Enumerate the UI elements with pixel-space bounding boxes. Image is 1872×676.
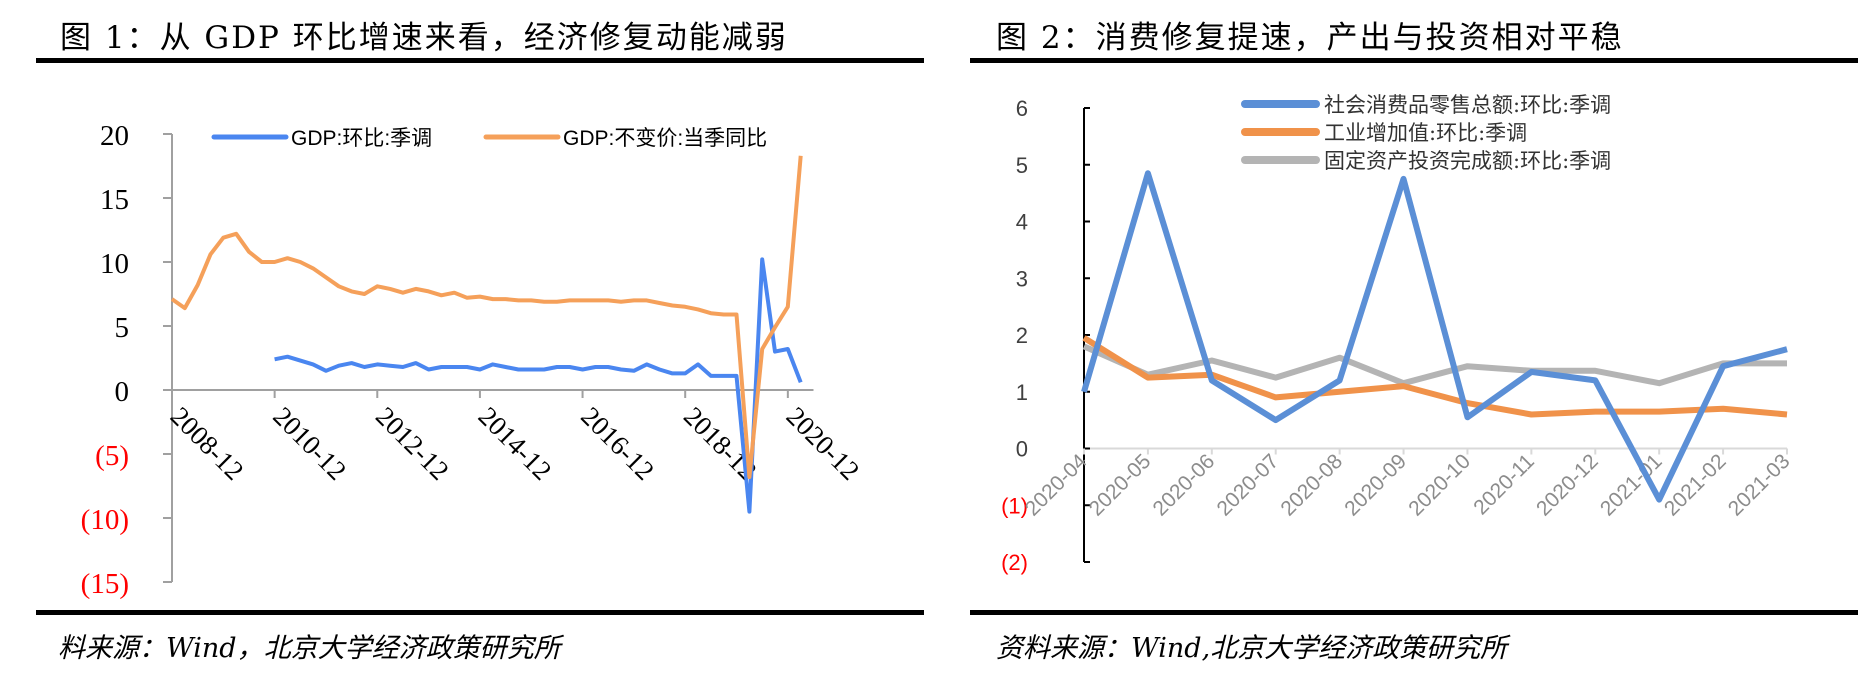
x-tick-label: 2021-01 bbox=[1596, 450, 1667, 521]
figure-2-source: 资料来源：Wind,北京大学经济政策研究所 bbox=[996, 633, 1508, 664]
y-tick-label: (5) bbox=[95, 440, 129, 472]
series-line-gdp-yoy bbox=[170, 155, 803, 479]
series-line-fixed-asset-investment bbox=[1082, 343, 1787, 387]
figure-1-title: 图 1：从 GDP 环比增速来看，经济修复动能减弱 bbox=[60, 20, 788, 56]
series-line-industrial-value-added bbox=[1082, 335, 1788, 418]
x-tick-label: 2020-04 bbox=[1021, 450, 1092, 521]
figure-2-top-rule bbox=[970, 58, 1858, 63]
y-tick-label: 0 bbox=[115, 376, 130, 408]
y-tick-label: 2 bbox=[1016, 323, 1028, 348]
x-tick-label: 2016-12 bbox=[575, 401, 660, 486]
figure-2-title: 图 2：消费修复提速，产出与投资相对平稳 bbox=[996, 20, 1624, 56]
x-tick-label: 2020-12 bbox=[1532, 450, 1603, 521]
x-tick-label: 2020-09 bbox=[1340, 450, 1411, 521]
x-tick-label: 2008-12 bbox=[165, 401, 250, 486]
x-tick-label: 2021-03 bbox=[1724, 450, 1795, 521]
x-tick-label: 2020-11 bbox=[1469, 450, 1539, 520]
x-tick-label: 2020-07 bbox=[1212, 450, 1283, 521]
x-tick-label: 2020-08 bbox=[1276, 450, 1347, 521]
legend-label: 社会消费品零售总额:环比:季调 bbox=[1324, 93, 1611, 117]
y-tick-label: 6 bbox=[1016, 96, 1028, 121]
y-tick-label: (2) bbox=[1001, 550, 1028, 575]
y-tick-label: 5 bbox=[1016, 153, 1028, 178]
y-tick-label: (10) bbox=[81, 504, 129, 536]
y-tick-label: 3 bbox=[1016, 266, 1028, 291]
legend-label: 工业增加值:环比:季调 bbox=[1324, 121, 1527, 145]
legend-label: 固定资产投资完成额:环比:季调 bbox=[1324, 149, 1611, 173]
x-tick-label: 2014-12 bbox=[473, 401, 558, 486]
series-line-retail-sales bbox=[1081, 170, 1788, 503]
figure-1-source: 料来源：Wind，北京大学经济政策研究所 bbox=[58, 633, 561, 664]
legend-label: GDP:不变价:当季同比 bbox=[563, 127, 767, 150]
y-tick-label: 15 bbox=[100, 184, 129, 216]
figure-1-top-rule bbox=[36, 58, 924, 63]
x-tick-label: 2020-06 bbox=[1149, 450, 1220, 521]
series-line-gdp-qoq bbox=[274, 257, 803, 514]
y-tick-label: 1 bbox=[1016, 380, 1028, 405]
y-tick-label: (15) bbox=[81, 568, 129, 600]
x-tick-label: 2010-12 bbox=[267, 401, 352, 486]
y-tick-label: (1) bbox=[1001, 493, 1028, 518]
y-tick-label: 10 bbox=[100, 248, 129, 280]
y-tick-label: 4 bbox=[1016, 210, 1028, 235]
y-tick-label: 5 bbox=[115, 312, 130, 344]
x-tick-label: 2021-02 bbox=[1660, 450, 1731, 521]
figure-1-bottom-rule bbox=[36, 610, 924, 615]
x-tick-label: 2012-12 bbox=[370, 401, 455, 486]
x-tick-label: 2020-10 bbox=[1404, 450, 1475, 521]
figure-2-bottom-rule bbox=[970, 610, 1858, 615]
legend-label: GDP:环比:季调 bbox=[291, 127, 432, 150]
y-tick-label: 0 bbox=[1016, 437, 1028, 462]
y-tick-label: 20 bbox=[100, 120, 129, 152]
x-tick-label: 2020-05 bbox=[1085, 450, 1156, 521]
x-tick-label: 2020-12 bbox=[781, 401, 866, 486]
